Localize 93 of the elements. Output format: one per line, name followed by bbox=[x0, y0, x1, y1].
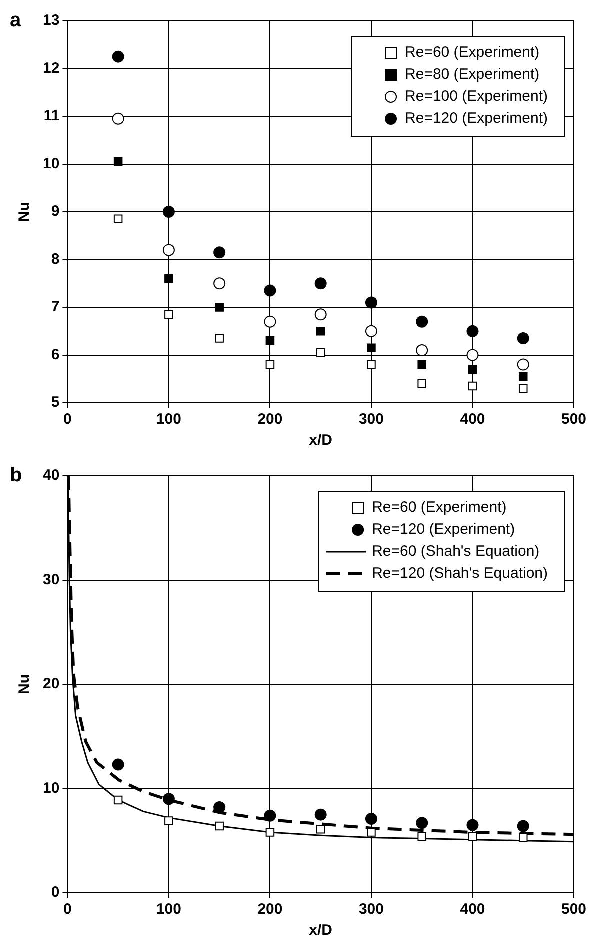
point bbox=[316, 326, 326, 336]
point bbox=[164, 274, 174, 284]
point bbox=[214, 246, 226, 259]
point bbox=[314, 308, 327, 321]
point bbox=[215, 303, 224, 312]
x-tick-label: 400 bbox=[460, 901, 486, 918]
point bbox=[365, 325, 378, 338]
x-tick-label: 500 bbox=[561, 411, 587, 428]
point bbox=[215, 822, 224, 831]
point bbox=[214, 278, 226, 290]
legend-label: Re=120 (Shah's Equation) bbox=[372, 565, 548, 582]
y-tick-label: 7 bbox=[51, 298, 60, 316]
point bbox=[314, 278, 327, 290]
y-tick-label: 10 bbox=[42, 155, 60, 172]
point bbox=[518, 372, 528, 382]
point bbox=[266, 336, 275, 346]
x-tick-label: 200 bbox=[258, 411, 283, 428]
y-tick-label: 20 bbox=[42, 676, 60, 693]
legend-label: Re=60 (Experiment) bbox=[372, 499, 507, 516]
x-tick-label: 100 bbox=[156, 411, 182, 428]
point bbox=[367, 360, 376, 370]
point bbox=[367, 344, 376, 352]
point bbox=[418, 380, 426, 388]
point bbox=[316, 348, 326, 358]
point bbox=[466, 325, 479, 338]
point bbox=[162, 244, 175, 256]
y-axis-title: Nu bbox=[16, 202, 34, 222]
point bbox=[468, 382, 478, 391]
y-tick-label: 5 bbox=[51, 394, 60, 412]
y-axis-title: Nu bbox=[16, 674, 34, 694]
point bbox=[266, 360, 275, 370]
y-tick-label: 9 bbox=[51, 203, 60, 220]
point bbox=[314, 808, 327, 821]
point bbox=[112, 50, 124, 63]
y-tick-label: 13 bbox=[42, 12, 60, 30]
y-tick-label: 11 bbox=[44, 108, 60, 125]
point bbox=[518, 384, 528, 394]
point bbox=[518, 833, 528, 842]
point bbox=[416, 344, 428, 356]
legend-label: Re=120 (Experiment) bbox=[405, 110, 548, 128]
point bbox=[468, 365, 478, 374]
point bbox=[365, 812, 378, 825]
x-tick-label: 300 bbox=[358, 411, 384, 428]
point bbox=[316, 825, 326, 834]
point bbox=[112, 112, 124, 125]
point bbox=[114, 796, 123, 805]
legend-label: Re=120 (Experiment) bbox=[372, 521, 516, 538]
point bbox=[367, 828, 376, 837]
point bbox=[466, 349, 479, 362]
point bbox=[162, 206, 175, 218]
point bbox=[517, 820, 530, 832]
legend-label: Re=80 (Experiment) bbox=[405, 66, 540, 84]
point bbox=[266, 828, 275, 837]
point bbox=[365, 296, 378, 309]
point bbox=[162, 793, 175, 806]
x-tick-label: 200 bbox=[258, 901, 283, 918]
x-tick-label: 0 bbox=[64, 901, 72, 918]
x-tick-label: 500 bbox=[561, 901, 587, 918]
point bbox=[416, 316, 428, 328]
legend-label: Re=100 (Experiment) bbox=[405, 88, 548, 106]
point bbox=[164, 310, 174, 320]
x-axis-title: x/D bbox=[309, 432, 333, 450]
point bbox=[418, 360, 426, 370]
chart-title: b bbox=[10, 464, 22, 487]
point bbox=[517, 358, 530, 371]
y-tick-label: 8 bbox=[51, 250, 60, 268]
y-tick-label: 40 bbox=[42, 467, 60, 484]
x-axis-title: x/D bbox=[309, 922, 333, 940]
legend-label: Re=60 (Shah's Equation) bbox=[372, 543, 540, 560]
chart-title: a bbox=[10, 10, 22, 32]
x-tick-label: 0 bbox=[64, 411, 72, 428]
point bbox=[164, 816, 174, 826]
legend-label: Re=60 (Experiment) bbox=[405, 44, 540, 62]
point bbox=[418, 832, 426, 842]
point bbox=[264, 284, 276, 297]
point bbox=[114, 214, 123, 224]
y-tick-label: 10 bbox=[42, 780, 60, 797]
point bbox=[112, 758, 124, 771]
x-tick-label: 300 bbox=[358, 901, 384, 918]
point bbox=[517, 332, 530, 345]
point bbox=[114, 157, 123, 166]
point bbox=[215, 334, 224, 343]
point bbox=[468, 832, 478, 842]
x-tick-label: 100 bbox=[156, 901, 182, 918]
y-tick-label: 30 bbox=[42, 571, 60, 588]
y-tick-label: 6 bbox=[51, 346, 60, 364]
y-tick-label: 0 bbox=[51, 884, 60, 902]
x-tick-label: 400 bbox=[460, 411, 486, 428]
y-tick-label: 12 bbox=[42, 60, 60, 77]
point bbox=[416, 817, 428, 830]
point bbox=[466, 819, 479, 832]
point bbox=[264, 316, 276, 328]
point bbox=[264, 810, 276, 822]
